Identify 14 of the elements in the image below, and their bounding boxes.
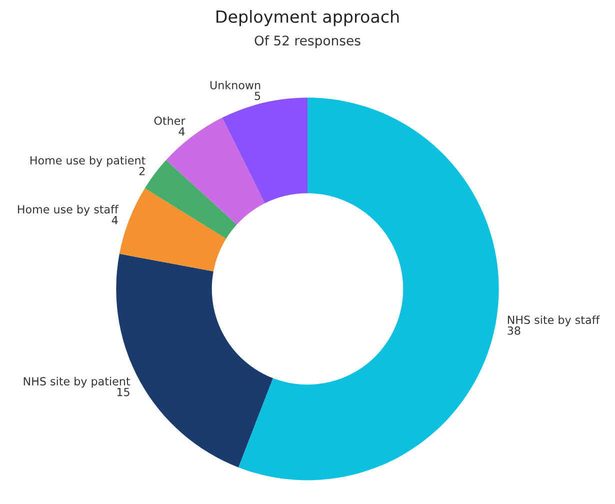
slice-label: Unknown xyxy=(210,80,260,90)
chart-subtitle: Of 52 responses xyxy=(254,35,360,48)
slice-label: Other xyxy=(154,116,186,125)
data-label: 2 xyxy=(139,166,145,176)
data-label: 4 xyxy=(112,216,118,224)
slice-label: NHS site by staff xyxy=(508,315,600,326)
data-label: 15 xyxy=(117,388,130,396)
chart-title: Deployment approach xyxy=(216,10,399,26)
data-label: 38 xyxy=(508,326,520,335)
data-label: 4 xyxy=(178,127,185,136)
slice-label: Home use by patient xyxy=(30,156,146,167)
slice-label: NHS site by patient xyxy=(24,376,130,388)
data-label: 5 xyxy=(254,92,260,100)
slice-label: Home use by staff xyxy=(18,204,119,216)
